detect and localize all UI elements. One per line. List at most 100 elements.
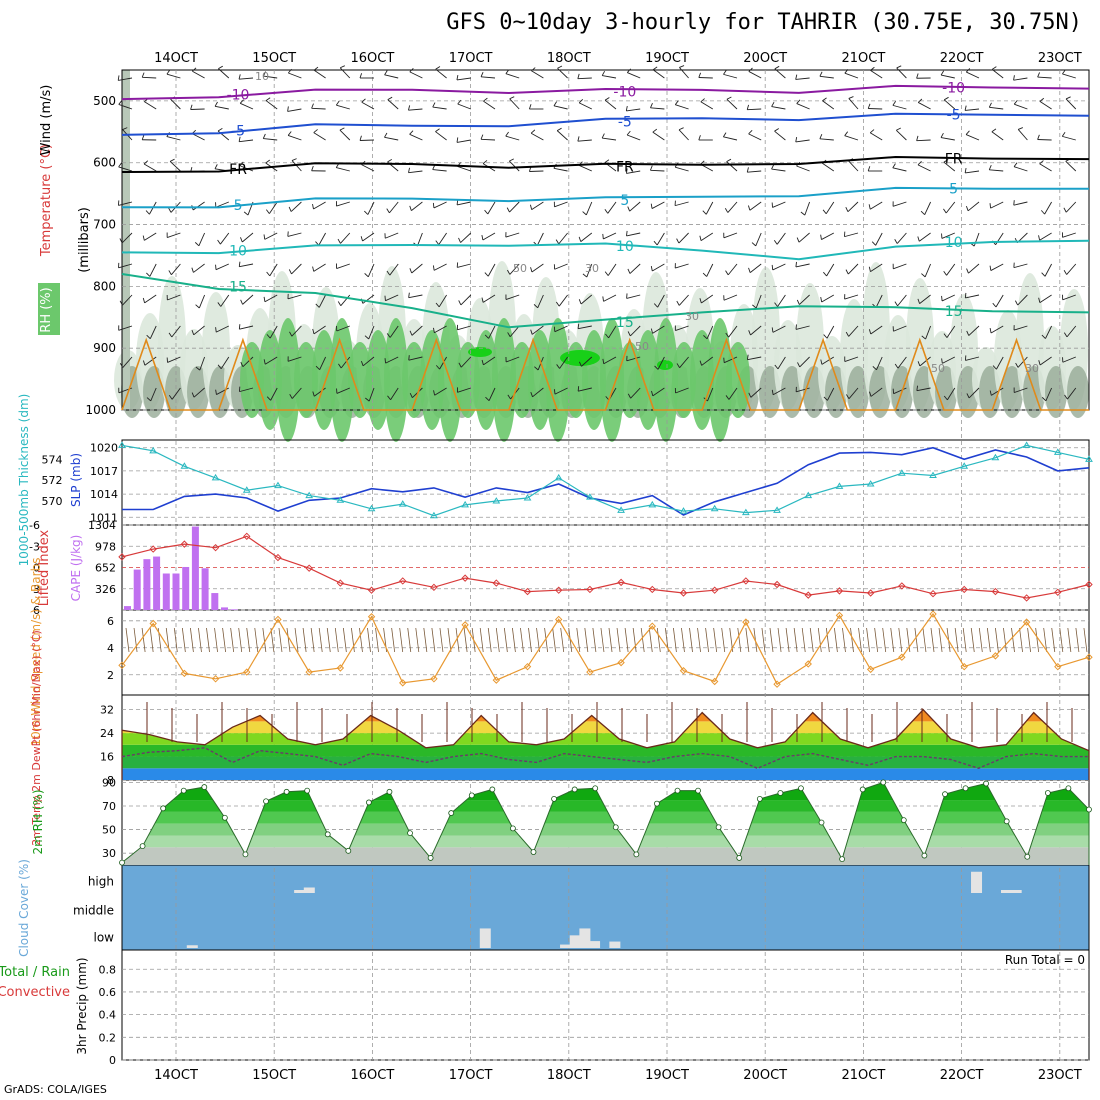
wind-barb xyxy=(894,301,898,307)
wind-barb xyxy=(239,387,254,393)
wind-barb xyxy=(287,106,289,112)
surface-wind-barb xyxy=(986,627,991,653)
rh-marker xyxy=(304,787,311,794)
wind-barb xyxy=(145,210,150,215)
wind-barb xyxy=(1039,100,1052,110)
wind-barb xyxy=(965,356,980,361)
wind-barb xyxy=(848,325,859,337)
rh-marker xyxy=(777,790,784,796)
rh-shade xyxy=(122,70,130,410)
wind-barb xyxy=(409,71,423,79)
wind-barb xyxy=(920,210,925,216)
wind-barb xyxy=(698,135,701,141)
wind-barb xyxy=(384,358,387,364)
wind-barb xyxy=(943,395,948,401)
wind-barb xyxy=(989,106,1004,110)
wind-barb xyxy=(195,366,201,371)
surface-wind-barb xyxy=(391,627,396,653)
isotherm-label: FR xyxy=(229,162,247,178)
wind-barb xyxy=(557,65,563,69)
panel-frame-slp xyxy=(121,439,1090,526)
rh-band xyxy=(122,835,1089,848)
wind-barb xyxy=(408,355,410,361)
wind-barb xyxy=(675,387,689,394)
wind-barb xyxy=(485,396,490,402)
wind-barb xyxy=(940,137,955,141)
surface-wind-barb xyxy=(1003,627,1007,653)
wind-barb xyxy=(530,132,544,141)
wind-barb xyxy=(214,105,229,110)
wind-barb xyxy=(480,134,484,140)
wind-barb xyxy=(945,201,956,214)
wind-barb xyxy=(141,134,145,140)
surface-wind-barb xyxy=(584,627,589,653)
surface-wind-barb xyxy=(222,627,226,653)
wind-barb xyxy=(1037,72,1040,78)
wind-barb xyxy=(215,327,217,333)
wind-barb xyxy=(433,263,447,271)
wind-barb xyxy=(845,269,849,275)
wind-barb xyxy=(846,394,850,399)
wind-barb xyxy=(943,270,947,276)
wind-barb xyxy=(755,294,762,309)
wind-barb xyxy=(582,273,588,278)
wind-barb xyxy=(821,232,835,240)
rh-marker xyxy=(510,825,516,832)
rh-contour-label: 30 xyxy=(685,310,699,323)
wind-barb xyxy=(870,387,883,397)
li-tick-label: -6 xyxy=(29,519,40,532)
wind-barb xyxy=(456,74,459,81)
surface-wind-barb xyxy=(922,627,927,653)
wind-barb xyxy=(964,167,967,174)
surface-wind-barb xyxy=(294,627,299,653)
wind-barb xyxy=(992,302,997,308)
wind-barb xyxy=(820,234,822,240)
wind-barb xyxy=(869,132,883,141)
cape-bar xyxy=(182,566,190,610)
wind-barb xyxy=(339,67,351,79)
wind-barb xyxy=(1018,127,1024,130)
date-label-bottom: 23OCT xyxy=(1038,1068,1082,1083)
rh-shade xyxy=(636,330,660,430)
wind-barb xyxy=(578,387,592,392)
temperature-band xyxy=(122,733,1089,745)
rh-marker xyxy=(1086,806,1092,813)
surface-wind-barb xyxy=(600,627,605,653)
surface-wind-barb xyxy=(230,627,235,653)
thickness-marker xyxy=(398,500,407,507)
wind-barb xyxy=(771,264,774,270)
cloud-level-label: low xyxy=(94,931,115,945)
date-label-bottom: 22OCT xyxy=(940,1068,984,1083)
wind-barb xyxy=(700,232,714,242)
wind-barb xyxy=(608,325,617,339)
wind-barb xyxy=(531,325,544,335)
wind-barb xyxy=(264,356,278,365)
rh-marker xyxy=(263,798,269,805)
wind-barb xyxy=(389,201,399,214)
rh-marker xyxy=(201,784,208,790)
wind-barb xyxy=(336,387,350,394)
rh-marker xyxy=(859,786,866,793)
wind-barb xyxy=(1013,263,1028,269)
surface-wind-barb xyxy=(190,627,194,653)
rh-shade xyxy=(492,318,516,442)
cape-tick-label: 978 xyxy=(95,540,116,553)
wind-barb xyxy=(198,294,206,309)
surface-wind-barb xyxy=(890,627,895,653)
wind-barb xyxy=(577,325,592,330)
wind-barb xyxy=(726,158,732,163)
wind-barb xyxy=(626,68,631,73)
wind-barb xyxy=(848,98,859,110)
wind-barb xyxy=(848,160,859,172)
cape-bar xyxy=(153,556,161,610)
wind-barb xyxy=(869,129,875,134)
wind-barb xyxy=(844,131,849,136)
surface-wind-barb xyxy=(866,627,870,653)
isotherm-line xyxy=(121,239,1090,261)
wind-barb xyxy=(530,391,533,397)
surface-wind-barb xyxy=(962,627,967,653)
isotherm-label: -5 xyxy=(618,114,632,130)
wind-barb xyxy=(585,201,593,216)
wind-barb xyxy=(167,294,181,301)
rh-contour-label: 30 xyxy=(1025,362,1039,375)
